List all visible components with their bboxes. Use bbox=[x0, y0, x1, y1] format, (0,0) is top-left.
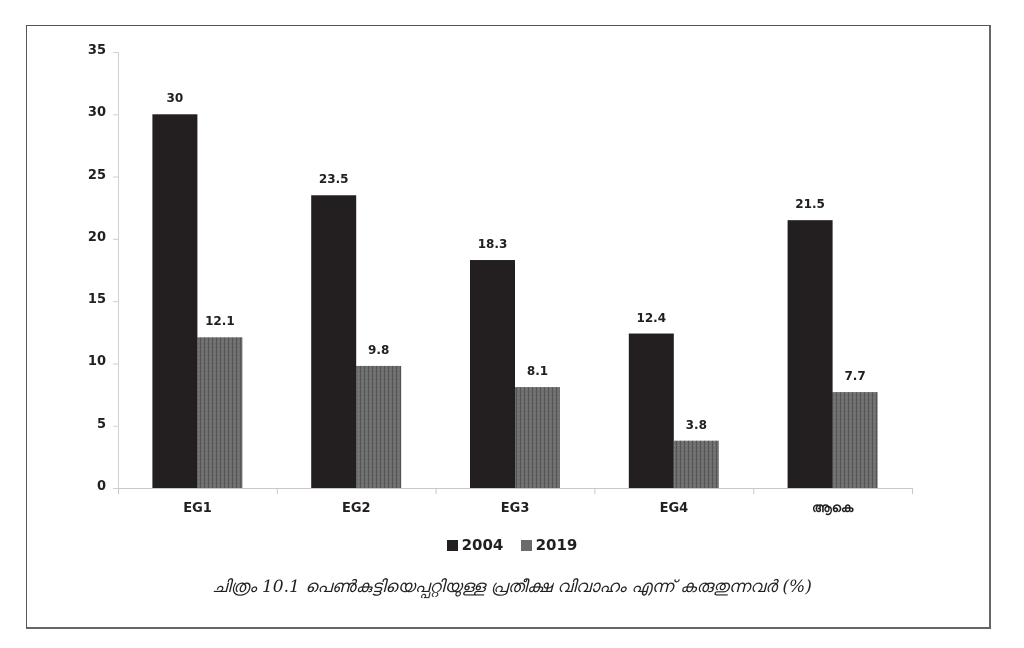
data-label: 12.1 bbox=[205, 314, 235, 329]
bar-2004-EG2 bbox=[311, 195, 357, 488]
data-label: 12.4 bbox=[636, 310, 667, 325]
bar-2019-EG3 bbox=[515, 387, 560, 488]
legend: 2004 2019 bbox=[0, 536, 1024, 554]
data-label: 21.5 bbox=[795, 197, 825, 212]
y-tick-label: 30 bbox=[87, 105, 106, 121]
y-tick-label: 0 bbox=[96, 479, 106, 494]
bar-2004-EG1 bbox=[152, 114, 198, 489]
figure-caption: ചിത്രം 10.1 പെൺകുട്ടിയെപ്പറ്റിയുള്ള പ്രത… bbox=[212, 577, 812, 597]
bar-2004-EG4 bbox=[628, 333, 674, 488]
data-label: 3.8 bbox=[685, 417, 707, 432]
figure-frame bbox=[26, 25, 991, 629]
y-tick-label: 25 bbox=[87, 167, 106, 183]
data-label: 30 bbox=[166, 91, 184, 106]
y-tick-label: 20 bbox=[87, 229, 106, 245]
data-label: 18.3 bbox=[477, 237, 508, 252]
x-tick-label: ആകെ bbox=[811, 501, 854, 516]
legend-item-2019: 2019 bbox=[520, 536, 577, 554]
bar-2019-EG2 bbox=[356, 365, 402, 488]
legend-swatch-2004 bbox=[446, 540, 458, 551]
y-tick-label: 10 bbox=[87, 354, 106, 370]
y-tick-label: 15 bbox=[87, 292, 106, 308]
x-tick-label: EG4 bbox=[659, 501, 689, 516]
bar-2019-EG4 bbox=[673, 440, 719, 488]
data-label: 9.8 bbox=[368, 342, 390, 357]
bar-2019-EG1 bbox=[197, 337, 243, 488]
x-tick-label: EG3 bbox=[500, 501, 530, 516]
y-tick-label: 5 bbox=[96, 416, 106, 432]
data-label: 23.5 bbox=[318, 172, 349, 187]
bar-2004-EG3 bbox=[470, 260, 515, 488]
data-label: 7.7 bbox=[844, 369, 866, 384]
x-tick-label: EG2 bbox=[341, 501, 371, 516]
legend-swatch-2019 bbox=[520, 540, 532, 551]
bar-2019-ആകെ bbox=[832, 392, 878, 488]
legend-item-2004: 2004 bbox=[446, 536, 503, 554]
data-label: 8.1 bbox=[526, 364, 549, 379]
x-tick-label: EG1 bbox=[183, 501, 212, 516]
bar-2004-ആകെ bbox=[787, 220, 833, 488]
y-tick-label: 35 bbox=[87, 43, 106, 58]
